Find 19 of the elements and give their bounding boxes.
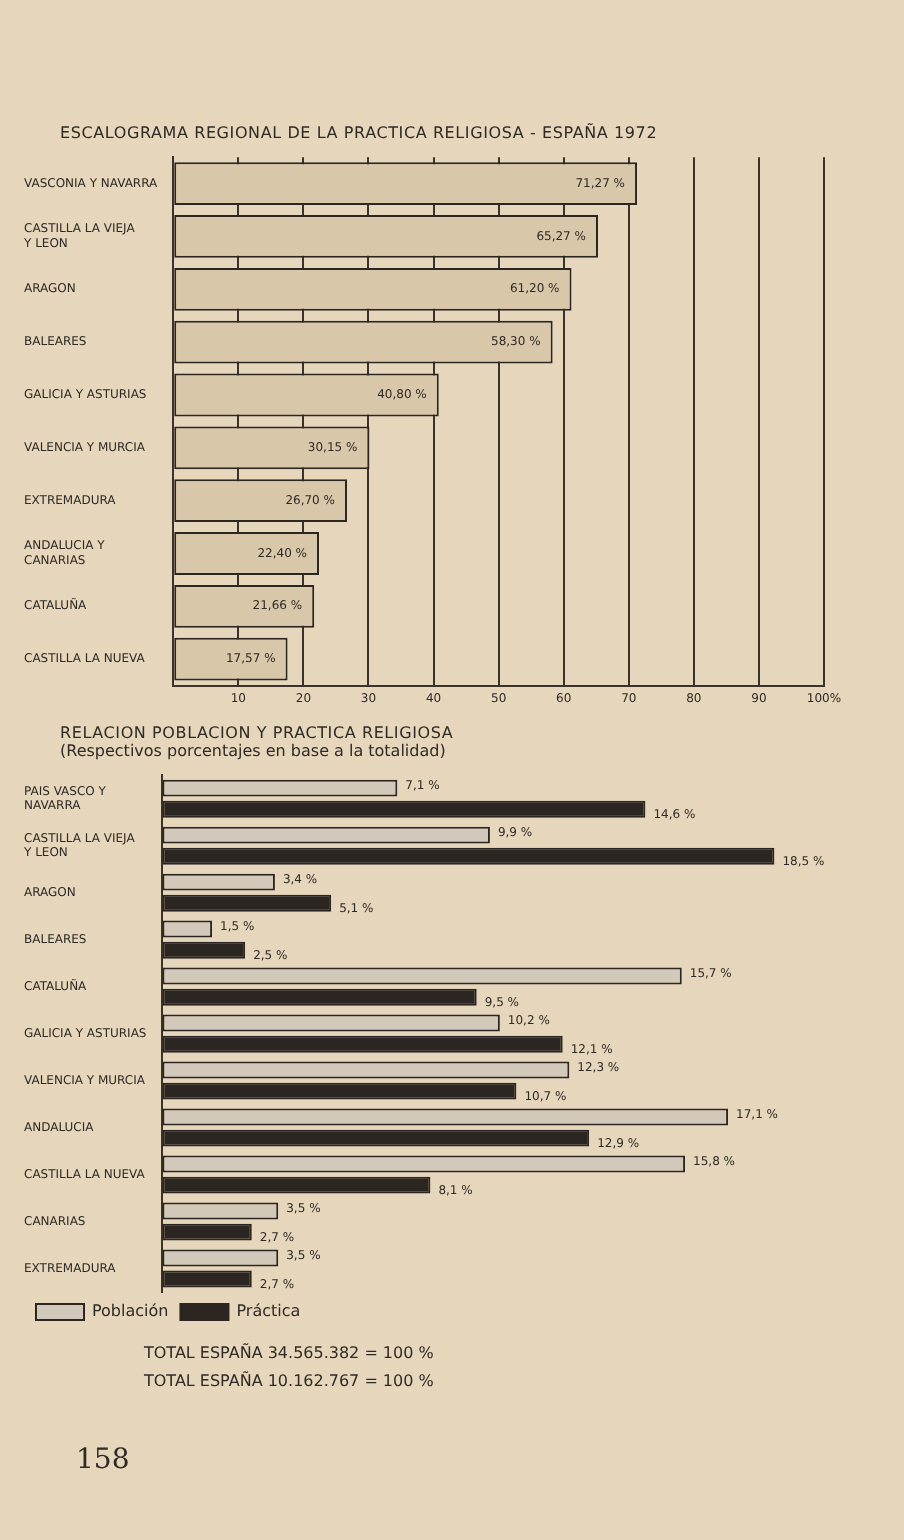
bar xyxy=(162,1270,252,1288)
legend-label: Población xyxy=(92,1302,169,1321)
bar xyxy=(162,847,775,865)
bar xyxy=(162,941,246,959)
bar xyxy=(162,1035,563,1053)
text: TOTAL ESPAÑA 10.162.767 = 100 % xyxy=(142,1369,436,1394)
chart-title: ESCALOGRAMA REGIONAL DE LA PRACTICA RELIGIOSA - ESPAÑA 1972 xyxy=(58,124,660,142)
bar xyxy=(162,894,332,912)
bar xyxy=(162,988,477,1006)
chart-subtitle: (Respectivos porcentajes en base a la totalidad) xyxy=(58,742,448,760)
chart-title: RELACION POBLACION Y PRACTICA RELIGIOSA xyxy=(58,724,456,742)
bar xyxy=(162,1176,431,1194)
text: 158 xyxy=(74,1442,132,1476)
bar xyxy=(162,1129,590,1147)
legend-label: Práctica xyxy=(236,1302,301,1321)
bar xyxy=(162,1082,517,1100)
text: TOTAL ESPAÑA 34.565.382 = 100 % xyxy=(142,1341,436,1366)
bar xyxy=(162,800,646,818)
bar xyxy=(162,1223,252,1241)
